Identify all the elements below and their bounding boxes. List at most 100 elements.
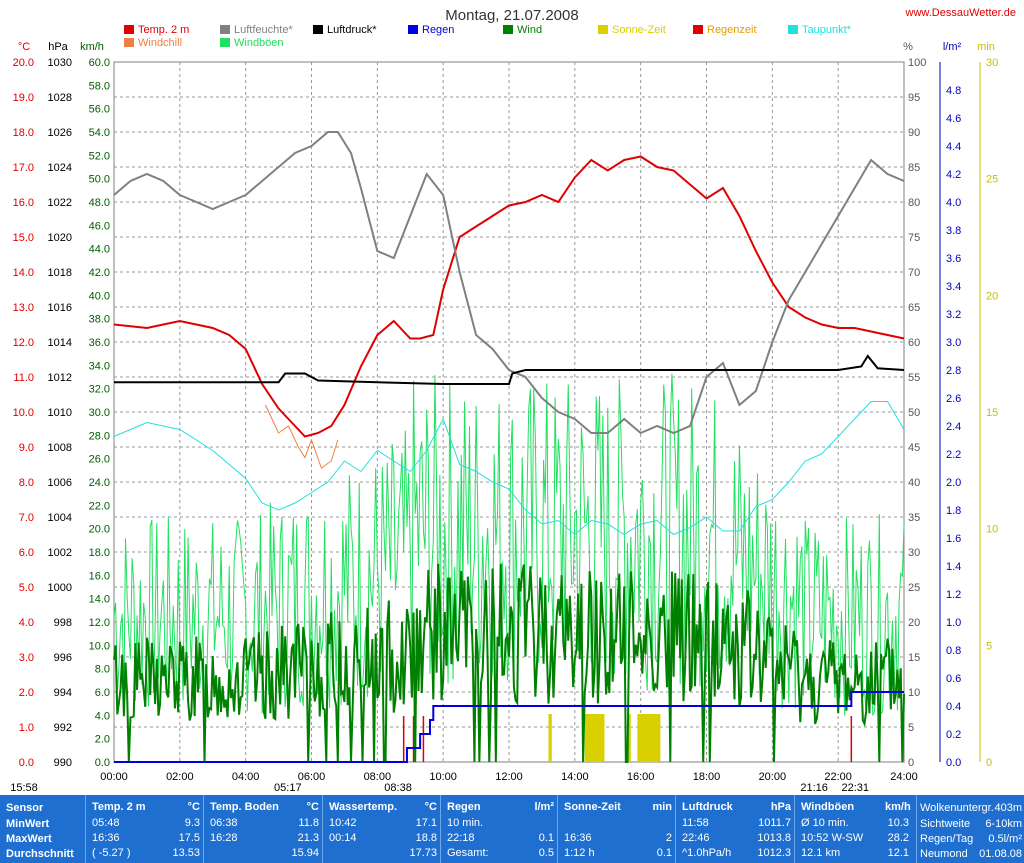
legend-label: Windchill [138, 37, 182, 49]
temp-tick-label: 14.0 [13, 267, 34, 279]
pressure-tick-label: 992 [54, 722, 72, 734]
site-link[interactable]: www.DessauWetter.de [905, 7, 1016, 19]
rain-tick-label: 1.2 [946, 589, 961, 601]
marker-label: 08:38 [384, 782, 412, 794]
stats-separator [675, 795, 676, 863]
stats-cell-value: 0.1 [538, 832, 554, 844]
stats-extra-value: 403m [994, 802, 1022, 814]
humidity-tick-label: 5 [908, 722, 914, 734]
sun-bar [584, 714, 605, 762]
temp-tick-label: 19.0 [13, 92, 34, 104]
rain-tick-label: 3.0 [946, 337, 961, 349]
marker-label: 15:58 [10, 782, 38, 794]
wind-unit-label: km/h [80, 41, 104, 53]
temp-tick-label: 3.0 [19, 652, 34, 664]
stats-separator [85, 795, 86, 863]
rain-tick-label: 1.8 [946, 505, 961, 517]
pressure-tick-label: 1026 [48, 127, 72, 139]
legend-label: Sonne-Zeit [612, 24, 666, 36]
stats-extra-label: Wolkenuntergr. [920, 802, 994, 814]
stats-cell-value: 12.1 [887, 847, 909, 859]
legend-label: Luftdruck* [327, 24, 377, 36]
humidity-tick-label: 40 [908, 477, 920, 489]
series-lines [113, 131, 905, 763]
stats-cell-value: 17.1 [415, 817, 437, 829]
x-tick-label: 22:00 [824, 771, 852, 783]
stats-cell-time: Ø 10 min. [801, 817, 849, 829]
humidity-tick-label: 70 [908, 267, 920, 279]
sun-bar [637, 714, 661, 762]
stats-col-unit: l/m² [534, 801, 554, 813]
wind-tick-label: 30.0 [89, 407, 110, 419]
temp-tick-label: 20.0 [13, 57, 34, 69]
stats-cell-time: 12.1 km [801, 847, 841, 859]
stats-cell-value: 15.94 [291, 847, 319, 859]
stats-separator [557, 795, 558, 863]
stats-cell-time: 05:48 [92, 817, 120, 829]
pressure-tick-label: 998 [54, 617, 72, 629]
legend-label: Luftfeuchte* [234, 24, 293, 36]
wind-tick-label: 0.0 [95, 757, 110, 769]
stats-row-label: Sensor [6, 802, 44, 814]
pressure-tick-label: 1030 [48, 57, 72, 69]
series-line-temp [113, 155, 905, 438]
stats-col-title: Wassertemp. [329, 801, 398, 813]
series-line-rain [114, 691, 904, 763]
pressure-tick-label: 1004 [48, 512, 72, 524]
temp-tick-label: 13.0 [13, 302, 34, 314]
pressure-tick-label: 1010 [48, 407, 72, 419]
temp-tick-label: 6.0 [19, 547, 34, 559]
wind-tick-label: 40.0 [89, 290, 110, 302]
legend-swatch [503, 25, 513, 34]
stats-col-unit: °C [187, 801, 200, 813]
humidity-tick-label: 20 [908, 617, 920, 629]
stats-cell-value: 1012.3 [757, 847, 791, 859]
rain-tick-label: 1.6 [946, 533, 961, 545]
stats-col-title: Regen [447, 801, 481, 813]
legend-swatch [693, 25, 703, 34]
humidity-tick-label: 85 [908, 162, 920, 174]
temp-tick-label: 2.0 [19, 687, 34, 699]
stats-col-title: Luftdruck [682, 801, 733, 813]
sun-tick-label: 10 [986, 524, 998, 536]
rain-tick-label: 4.0 [946, 197, 961, 209]
wind-tick-label: 2.0 [95, 734, 110, 746]
wind-tick-label: 48.0 [89, 197, 110, 209]
sun-bar [548, 714, 552, 762]
stats-extra-label: Sichtweite [920, 818, 971, 830]
wind-tick-label: 38.0 [89, 314, 110, 326]
stats-cell-time: 1:12 h [564, 847, 595, 859]
rain-tick-label: 2.6 [946, 393, 961, 405]
temp-tick-label: 0.0 [19, 757, 34, 769]
rain-tick-label: 0.2 [946, 729, 961, 741]
legend-label: Regen [422, 24, 454, 36]
stats-row-label: MaxWert [6, 833, 52, 845]
stats-col-title: Temp. 2 m [92, 801, 146, 813]
pressure-tick-label: 1018 [48, 267, 72, 279]
wind-tick-label: 42.0 [89, 267, 110, 279]
temp-tick-label: 11.0 [13, 372, 34, 384]
stats-cell-time: ^1.0hPa/h [682, 847, 732, 859]
sun-rain-bars [402, 714, 853, 762]
stats-cell-time: ( -5.27 ) [92, 847, 131, 859]
wind-tick-label: 58.0 [89, 80, 110, 92]
wind-tick-label: 60.0 [89, 57, 110, 69]
wind-tick-label: 56.0 [89, 104, 110, 116]
pressure-unit-label: hPa [48, 41, 68, 53]
sun-tick-label: 5 [986, 640, 992, 652]
pressure-tick-label: 1024 [48, 162, 72, 174]
stats-cell-time: 22:18 [447, 832, 475, 844]
stats-cell-time: 22:46 [682, 832, 710, 844]
stats-extra-value: 01.08.08 [979, 848, 1022, 860]
stats-cell-time: 10:42 [329, 817, 357, 829]
humidity-tick-label: 80 [908, 197, 920, 209]
stats-cell-value: 10.3 [887, 817, 909, 829]
temp-tick-label: 7.0 [19, 512, 34, 524]
rain-tick-label: 2.0 [946, 477, 961, 489]
stats-cell-time: 06:38 [210, 817, 238, 829]
wind-tick-label: 34.0 [89, 360, 110, 372]
x-tick-label: 00:00 [100, 771, 128, 783]
wind-tick-label: 28.0 [89, 430, 110, 442]
x-tick-label: 12:00 [495, 771, 523, 783]
